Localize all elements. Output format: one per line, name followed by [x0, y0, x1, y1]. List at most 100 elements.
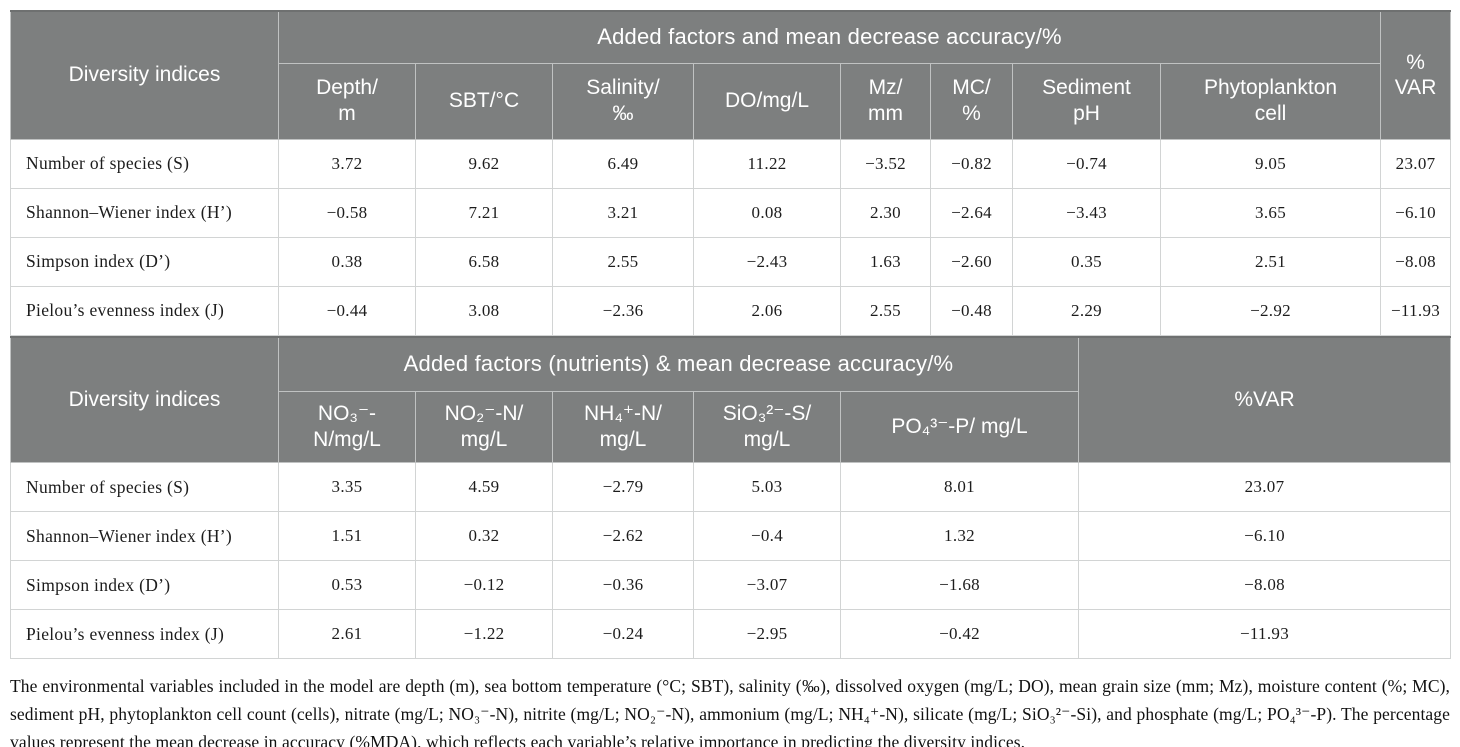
table-row: Number of species (S) 3.72 9.62 6.49 11.…	[10, 138, 1452, 189]
table1-col-depth: Depth/ m	[278, 62, 416, 140]
table-row: Number of species (S) 3.35 4.59 −2.79 5.…	[10, 462, 1451, 512]
table-cell: −2.64	[930, 187, 1013, 238]
table-cell: 9.05	[1159, 138, 1382, 189]
table2-group-label: Added factors (nutrients) & mean decreas…	[403, 351, 954, 377]
table-cell-var: −8.08	[1380, 236, 1452, 287]
row-label: Pielou’s evenness index (J)	[10, 609, 279, 659]
table1-group-header: Added factors and mean decrease accuracy…	[277, 10, 1382, 64]
table-cell: 2.06	[693, 285, 841, 336]
table-cell: −0.24	[552, 609, 694, 659]
table-cell: −1.68	[840, 560, 1079, 610]
table-cell: −2.62	[552, 511, 694, 561]
table-cell: −2.95	[693, 609, 841, 659]
table2-col-nitrate: NO₃⁻- N/mg/L	[278, 391, 416, 463]
table-cell: 0.35	[1012, 236, 1161, 287]
table1-col-sediment-ph: Sediment pH	[1012, 62, 1161, 140]
row-label: Shannon–Wiener index (H’)	[10, 511, 279, 561]
table-cell: −3.07	[693, 560, 841, 610]
table-cell: 5.03	[693, 462, 841, 512]
table-cell-var: −6.10	[1078, 511, 1451, 561]
table-cell: −0.82	[930, 138, 1013, 189]
table-cell: 2.30	[840, 187, 931, 238]
table-cell: −2.60	[930, 236, 1013, 287]
table1-col-salinity: Salinity/ ‰	[552, 62, 694, 140]
table-cell: −2.79	[552, 462, 694, 512]
table-cell: −0.12	[415, 560, 553, 610]
table-cell-var: −8.08	[1078, 560, 1451, 610]
table-cell: −2.92	[1159, 285, 1382, 336]
table-cell: 1.51	[278, 511, 416, 561]
table-cell: 3.72	[278, 138, 416, 189]
table-nutrient-factors: Diversity indices Added factors (nutrien…	[10, 335, 1451, 659]
table2-group-header: Added factors (nutrients) & mean decreas…	[278, 336, 1079, 392]
table2-col-ammonium: NH₄⁺-N/ mg/L	[552, 391, 694, 463]
table-cell: 0.08	[693, 187, 841, 238]
row-label: Simpson index (D’)	[10, 560, 279, 610]
table-cell: 3.65	[1159, 187, 1382, 238]
table-cell: 1.32	[840, 511, 1079, 561]
table-cell: 11.22	[693, 138, 841, 189]
table-cell: 0.53	[278, 560, 416, 610]
table-cell-var: −6.10	[1380, 187, 1452, 238]
table2-corner-label: Diversity indices	[68, 387, 221, 411]
table-cell: 6.49	[552, 138, 694, 189]
table-cell-var: −11.93	[1078, 609, 1451, 659]
table-environmental-factors: Diversity indices Added factors and mean…	[10, 10, 1452, 336]
table-cell: −1.22	[415, 609, 553, 659]
table-footnote: The environmental variables included in …	[10, 676, 1450, 747]
table-cell: 2.55	[840, 285, 931, 336]
table1-col-mz: Mz/ mm	[840, 62, 931, 140]
table1-col-mc: MC/ %	[930, 62, 1013, 140]
table-cell: −3.52	[840, 138, 931, 189]
table2-var-label: %VAR	[1234, 387, 1295, 411]
table-row: Shannon–Wiener index (H’) 1.51 0.32 −2.6…	[10, 511, 1451, 561]
table2-corner-header: Diversity indices	[10, 336, 279, 463]
table2-col-silicate: SiO₃²⁻-S/ mg/L	[693, 391, 841, 463]
table-cell: 9.62	[415, 138, 553, 189]
table-cell: 0.32	[415, 511, 553, 561]
table2-var-header: %VAR	[1078, 336, 1451, 463]
table-cell-var: 23.07	[1380, 138, 1452, 189]
table-cell: −2.36	[552, 285, 694, 336]
row-label: Number of species (S)	[10, 138, 279, 189]
row-label: Number of species (S)	[10, 462, 279, 512]
table-cell: −0.74	[1012, 138, 1161, 189]
table-cell: 3.21	[552, 187, 694, 238]
table-row: Simpson index (D’) 0.53 −0.12 −0.36 −3.0…	[10, 560, 1451, 610]
table-cell: −2.43	[693, 236, 841, 287]
table2-col-phosphate: PO₄³⁻-P/ mg/L	[840, 391, 1079, 463]
table-cell: 0.38	[278, 236, 416, 287]
row-label: Simpson index (D’)	[10, 236, 279, 287]
table-row: Pielou’s evenness index (J) 2.61 −1.22 −…	[10, 609, 1451, 659]
table-cell-var: 23.07	[1078, 462, 1451, 512]
table-cell: 7.21	[415, 187, 553, 238]
table-cell: 6.58	[415, 236, 553, 287]
table-cell: 2.51	[1159, 236, 1382, 287]
table-cell: −0.4	[693, 511, 841, 561]
row-label: Shannon–Wiener index (H’)	[10, 187, 279, 238]
table1-var-label: % VAR	[1394, 50, 1437, 100]
table-cell: −0.36	[552, 560, 694, 610]
table1-corner-label: Diversity indices	[68, 63, 221, 87]
table-cell: −0.44	[278, 285, 416, 336]
table-cell: 1.63	[840, 236, 931, 287]
table-cell: 3.35	[278, 462, 416, 512]
table1-col-do: DO/mg/L	[693, 62, 841, 140]
table-row: Pielou’s evenness index (J) −0.44 3.08 −…	[10, 285, 1452, 336]
table1-col-sbt: SBT/°C	[415, 62, 553, 140]
table-cell: 3.08	[415, 285, 553, 336]
table1-col-phytoplankton: Phytoplankton cell	[1159, 62, 1382, 140]
table-cell-var: −11.93	[1380, 285, 1452, 336]
table-cell: 2.61	[278, 609, 416, 659]
table-cell: 4.59	[415, 462, 553, 512]
table-row: Shannon–Wiener index (H’) −0.58 7.21 3.2…	[10, 187, 1452, 238]
table-cell: −0.48	[930, 285, 1013, 336]
table-cell: −0.42	[840, 609, 1079, 659]
table-cell: −0.58	[278, 187, 416, 238]
table-cell: −3.43	[1012, 187, 1161, 238]
table-row: Simpson index (D’) 0.38 6.58 2.55 −2.43 …	[10, 236, 1452, 287]
table1-group-label: Added factors and mean decrease accuracy…	[597, 24, 1062, 50]
table-cell: 2.55	[552, 236, 694, 287]
table2-col-nitrite: NO₂⁻-N/ mg/L	[415, 391, 553, 463]
